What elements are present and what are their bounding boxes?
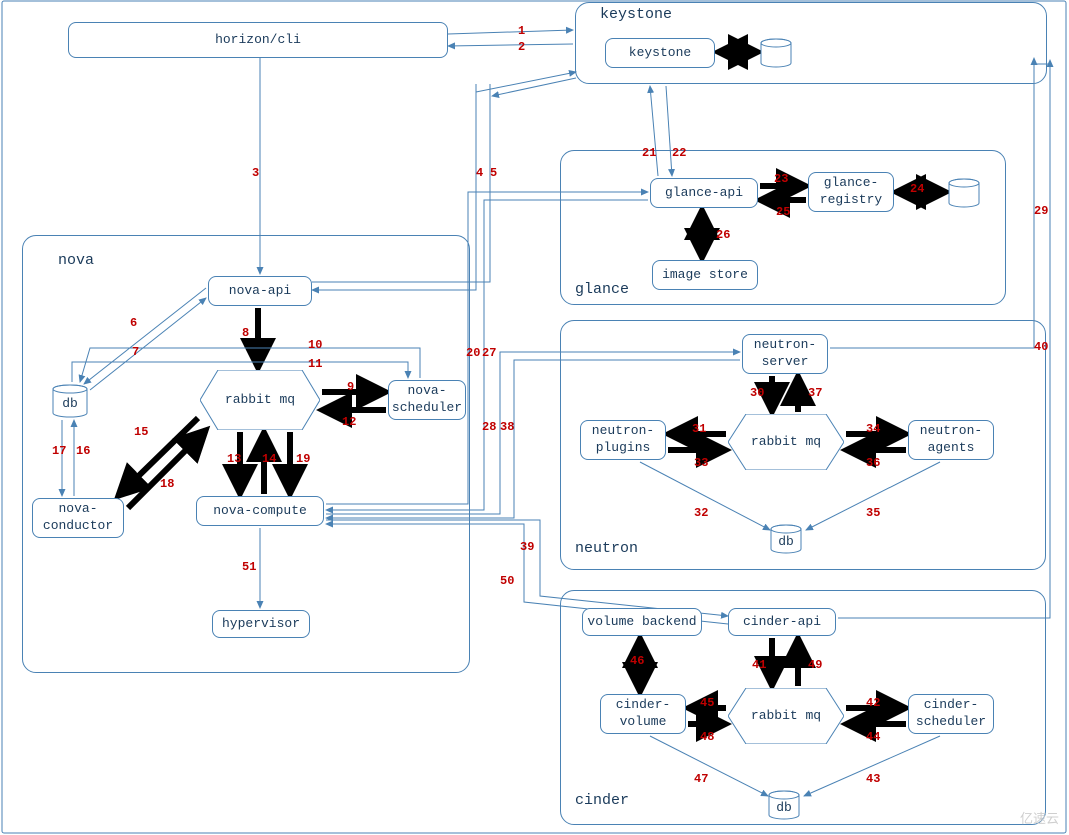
edge-label-14: 14 (262, 452, 276, 466)
edge-label-48: 48 (700, 730, 714, 744)
edge-label-19: 19 (296, 452, 310, 466)
edge-label-29: 29 (1034, 204, 1048, 218)
node-nova_compute: nova-compute (196, 496, 324, 526)
edge-label-16: 16 (76, 444, 90, 458)
edge-label-8: 8 (242, 326, 249, 340)
node-volume_backend: volume backend (582, 608, 702, 636)
edge-label-3: 3 (252, 166, 259, 180)
node-neutron_server: neutron-server (742, 334, 828, 374)
node-glance_registry: glance-registry (808, 172, 894, 212)
region-label-keystone_region: keystone (600, 6, 672, 23)
region-label-neutron_region: neutron (575, 540, 638, 557)
region-label-nova_region: nova (58, 252, 94, 269)
edge-label-20: 20 (466, 346, 480, 360)
edge-label-11: 11 (308, 357, 322, 371)
edge-label-37: 37 (808, 386, 822, 400)
node-cinder_volume: cinder-volume (600, 694, 686, 734)
edge-label-32: 32 (694, 506, 708, 520)
edge-label-13: 13 (227, 452, 241, 466)
node-hypervisor: hypervisor (212, 610, 310, 638)
edge-label-39: 39 (520, 540, 534, 554)
edge-label-12: 12 (342, 415, 356, 429)
hex-label-cinder_rmq: rabbit mq (728, 708, 844, 723)
edge-label-45: 45 (700, 696, 714, 710)
edge-label-21: 21 (642, 146, 656, 160)
edge-label-17: 17 (52, 444, 66, 458)
edge-label-2: 2 (518, 40, 525, 54)
edge-label-44: 44 (866, 730, 880, 744)
node-neutron_agents: neutron-agents (908, 420, 994, 460)
node-keystone: keystone (605, 38, 715, 68)
node-neutron_plugins: neutron-plugins (580, 420, 666, 460)
hex-label-nova_rmq: rabbit mq (200, 392, 320, 407)
edge-label-51: 51 (242, 560, 256, 574)
node-image_store: image store (652, 260, 758, 290)
edge-label-5: 5 (490, 166, 497, 180)
node-nova_conductor: nova-conductor (32, 498, 124, 538)
node-cinder_api: cinder-api (728, 608, 836, 636)
node-cinder_scheduler: cinder-scheduler (908, 694, 994, 734)
node-nova_scheduler: nova-scheduler (388, 380, 466, 420)
region-label-glance_region: glance (575, 281, 629, 298)
edge-label-33: 33 (694, 456, 708, 470)
edge-label-42: 42 (866, 696, 880, 710)
edge-label-41: 41 (752, 658, 766, 672)
hex-label-neutron_rmq: rabbit mq (728, 434, 844, 449)
db-label-neutron_db: db (770, 534, 802, 549)
edge-label-10: 10 (308, 338, 322, 352)
edge-label-18: 18 (160, 477, 174, 491)
edge-label-1: 1 (518, 24, 525, 38)
watermark: 亿速云 (1020, 808, 1059, 827)
edge-label-25: 25 (776, 205, 790, 219)
db-label-nova_db: db (52, 396, 88, 411)
node-glance_api: glance-api (650, 178, 758, 208)
edge-label-4: 4 (476, 166, 483, 180)
edge-label-38: 38 (500, 420, 514, 434)
node-horizon: horizon/cli (68, 22, 448, 58)
edge-label-26: 26 (716, 228, 730, 242)
edge-label-50: 50 (500, 574, 514, 588)
edge-label-40: 40 (1034, 340, 1048, 354)
edge-label-46: 46 (630, 654, 644, 668)
edge-label-47: 47 (694, 772, 708, 786)
edge-label-23: 23 (774, 172, 788, 186)
edge-label-9: 9 (347, 380, 354, 394)
edge-label-49: 49 (808, 658, 822, 672)
edge-label-43: 43 (866, 772, 880, 786)
edge-label-27: 27 (482, 346, 496, 360)
edge-label-15: 15 (134, 425, 148, 439)
edge-label-7: 7 (132, 345, 139, 359)
edge-label-24: 24 (910, 182, 924, 196)
edge-label-34: 34 (866, 422, 880, 436)
edge-label-6: 6 (130, 316, 137, 330)
edge-label-35: 35 (866, 506, 880, 520)
edge-label-36: 36 (866, 456, 880, 470)
edge-label-31: 31 (692, 422, 706, 436)
edge-label-22: 22 (672, 146, 686, 160)
edge-label-28: 28 (482, 420, 496, 434)
edge-label-30: 30 (750, 386, 764, 400)
db-label-cinder_db: db (768, 800, 800, 815)
node-nova_api: nova-api (208, 276, 312, 306)
region-label-cinder_region: cinder (575, 792, 629, 809)
